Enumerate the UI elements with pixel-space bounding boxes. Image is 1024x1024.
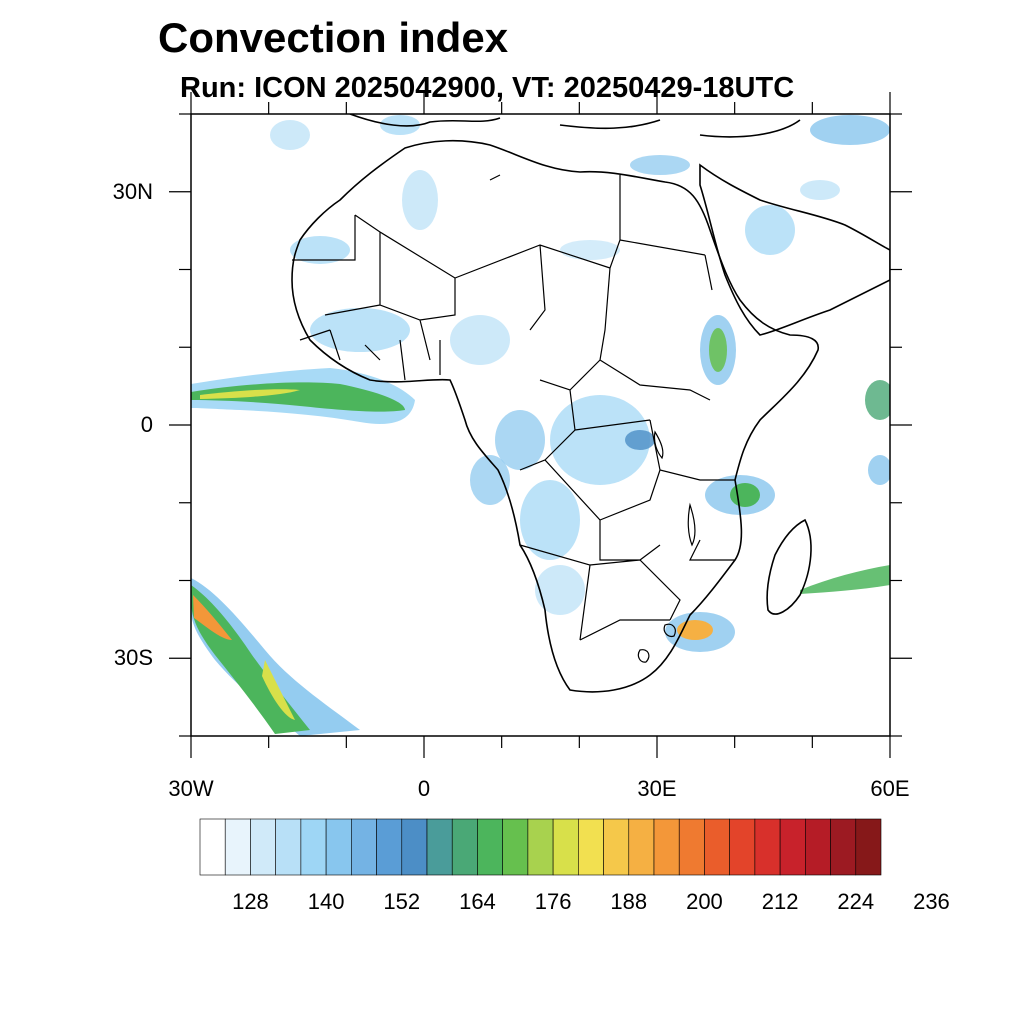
country-borders <box>292 174 735 641</box>
colorbar-swatch <box>275 818 302 876</box>
colorbar-label: 152 <box>383 889 421 914</box>
coastlines <box>291 114 890 693</box>
lat-label: 30N <box>112 178 153 204</box>
colorbar-swatch <box>653 818 680 876</box>
colorbar-label: 164 <box>459 889 496 914</box>
madagascar <box>766 518 812 615</box>
colorbar-swatch <box>224 818 251 876</box>
colorbar-label: 224 <box>837 889 875 914</box>
colorbar-swatch <box>401 818 428 876</box>
colorbar-swatch <box>628 818 655 876</box>
itcz-core <box>191 382 405 412</box>
colorbar <box>199 818 882 876</box>
axis-ticks <box>169 92 912 758</box>
colorbar-label: 176 <box>534 889 572 914</box>
south-atlantic-front <box>191 578 360 736</box>
colorbar-swatch <box>477 818 503 876</box>
colorbar-swatch <box>325 818 352 876</box>
colorbar-swatch <box>351 818 377 876</box>
colorbar-swatch <box>578 818 604 876</box>
colorbar-label: 200 <box>686 889 723 914</box>
colorbar-swatch <box>376 818 403 876</box>
lon-label: 0 <box>417 776 431 801</box>
colorbar-swatch <box>704 818 730 876</box>
map-title: Convection index <box>158 14 509 61</box>
colorbar-swatch <box>451 818 478 876</box>
colorbar-label: 212 <box>761 889 799 914</box>
colorbar-swatch <box>250 818 276 876</box>
colorbar-swatch <box>678 818 705 876</box>
colorbar-label: 188 <box>610 889 648 914</box>
colorbar-swatch <box>502 818 529 876</box>
colorbar-swatch <box>754 818 781 876</box>
colorbar-swatch <box>603 818 630 876</box>
lon-label: 60E <box>870 776 910 801</box>
lat-label: 0 <box>140 412 153 437</box>
convection-field <box>191 115 890 736</box>
colorbar-swatch <box>527 818 554 876</box>
map-subtitle: Run: ICON 2025042900, VT: 20250429-18UTC <box>180 72 795 104</box>
mediterranean-north <box>349 114 801 138</box>
lon-label: 30E <box>637 776 677 801</box>
lon-label: 30W <box>168 776 214 801</box>
colorbar-swatch <box>830 818 857 876</box>
africa-coastline <box>291 139 819 693</box>
colorbar-swatch <box>300 818 327 876</box>
lat-label: 30S <box>113 645 153 671</box>
colorbar-swatch <box>426 818 453 876</box>
colorbar-label: 140 <box>307 889 345 914</box>
colorbar-swatch <box>199 818 226 876</box>
colorbar-label: 128 <box>232 889 269 914</box>
colorbar-swatch <box>805 818 831 876</box>
colorbar-swatch <box>855 818 882 876</box>
colorbar-label: 236 <box>913 889 950 914</box>
colorbar-swatch <box>779 818 806 876</box>
lake-outline <box>637 430 696 663</box>
colorbar-swatch <box>729 818 756 876</box>
colorbar-swatch <box>552 818 579 876</box>
arabia <box>699 163 890 336</box>
